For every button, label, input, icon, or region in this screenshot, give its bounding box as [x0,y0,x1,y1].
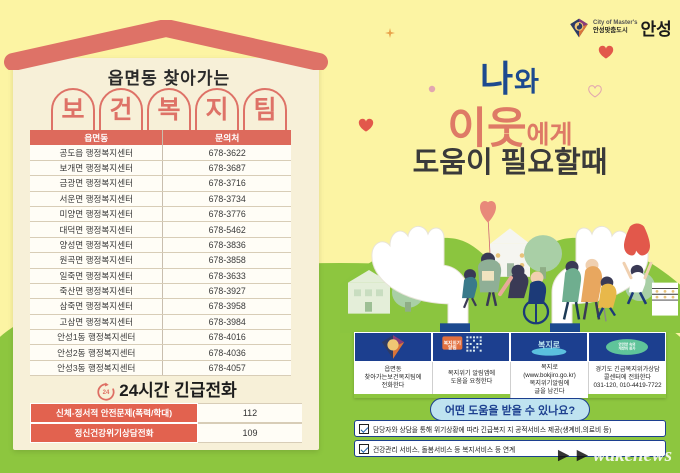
svg-text:복지로: 복지로 [538,340,561,350]
svg-text:개방의 증가: 개방의 증가 [619,346,637,351]
svg-text:24: 24 [103,390,110,396]
svg-text:알림: 알림 [448,344,457,351]
svg-text:안전망 속의: 안전망 속의 [619,342,636,347]
